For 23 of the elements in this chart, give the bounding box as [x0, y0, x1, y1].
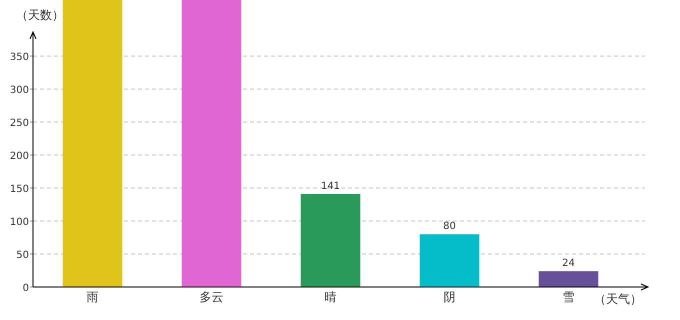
y-tick-label: 300 [10, 85, 29, 96]
x-tick-label: 晴 [324, 290, 336, 304]
data-label: 80 [443, 221, 456, 232]
y-tick-label: 0 [22, 283, 29, 294]
y-tick-label: 350 [10, 52, 29, 64]
y-tick-label: 200 [10, 151, 29, 162]
data-label: 141 [320, 180, 340, 192]
x-tick-label: 雪 [562, 290, 574, 304]
bar [420, 234, 480, 287]
x-tick-label: 多云 [200, 290, 224, 304]
x-tick-label: 阴 [444, 290, 456, 304]
bar [62, 0, 122, 287]
bar [300, 194, 360, 287]
bar [538, 271, 598, 287]
y-tick-label: 50 [16, 250, 29, 262]
x-tick-label: 雨 [86, 290, 98, 304]
bar [182, 0, 242, 287]
y-tick-label: 250 [10, 118, 29, 130]
y-axis-title: （天数） [16, 8, 64, 22]
data-label: 24 [562, 258, 575, 270]
y-tick-label: 150 [10, 184, 29, 196]
y-tick-label: 100 [10, 217, 29, 228]
x-axis-title: （天气） [594, 292, 642, 306]
